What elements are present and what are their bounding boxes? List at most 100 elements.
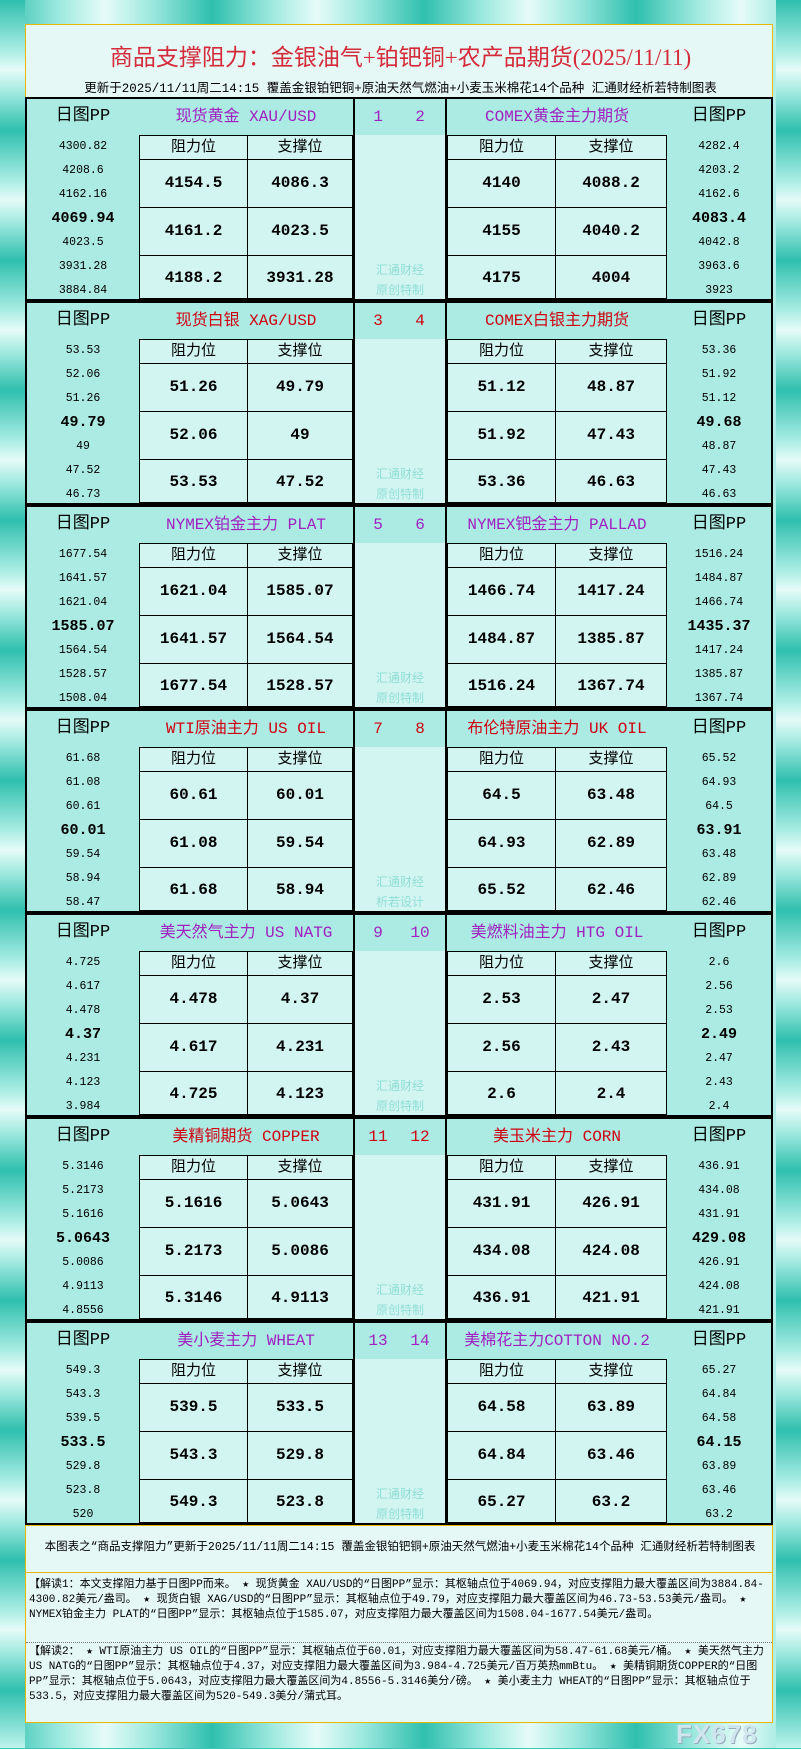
support-value: 62.46 (555, 867, 667, 911)
pp-label: 日图PP (55, 515, 111, 534)
support-value: 4.37 (247, 975, 353, 1024)
pp-level-value: 529.8 (65, 1460, 101, 1473)
pivot-point-value: 1585.07 (51, 618, 115, 635)
watermark-line-1: 汇通财经 (375, 1080, 424, 1094)
pp-level-value: 47.52 (65, 464, 101, 477)
pp-level-value: 51.12 (701, 392, 737, 405)
pivot-point-value: 4069.94 (51, 210, 115, 227)
resistance-value: 4.617 (139, 1023, 248, 1072)
pp-level-value: 62.89 (701, 872, 737, 885)
support-value: 49.79 (247, 363, 353, 412)
pp-label: 日图PP (55, 1331, 111, 1350)
support-value: 424.08 (555, 1227, 667, 1276)
pp-level-value: 1528.57 (58, 668, 108, 681)
support-value: 49 (247, 411, 353, 460)
pp-level-value: 64.93 (701, 776, 737, 789)
pivot-point-value: 2.49 (700, 1026, 737, 1043)
support-value: 58.94 (247, 867, 353, 911)
section-number-left: 3 (373, 312, 383, 330)
resistance-header: 阻力位 (447, 135, 556, 160)
instrument-name-right: COMEX白银主力期货 (484, 312, 629, 330)
center-column (353, 135, 447, 299)
section-numbers (353, 915, 447, 951)
section-number-right: 10 (410, 924, 430, 942)
resistance-value: 5.2173 (139, 1227, 248, 1276)
watermark-line-2: 原创特制 (375, 1304, 424, 1318)
pp-level-value: 49 (76, 440, 90, 453)
pp-level-value: 426.91 (698, 1256, 740, 1269)
section-number-left: 7 (373, 720, 383, 738)
section-number-left: 1 (373, 108, 383, 126)
pp-level-value: 46.73 (65, 488, 101, 501)
resistance-header: 阻力位 (139, 543, 248, 568)
watermark-line-2: 原创特制 (375, 1100, 424, 1114)
support-header: 支撑位 (555, 543, 667, 568)
resistance-value: 2.6 (447, 1071, 556, 1115)
watermark-line-1: 汇通财经 (375, 1488, 424, 1502)
support-value: 62.89 (555, 819, 667, 868)
resistance-header: 阻力位 (139, 1155, 248, 1180)
resistance-value: 549.3 (139, 1479, 248, 1523)
resistance-value: 61.08 (139, 819, 248, 868)
pp-label: 日图PP (691, 515, 747, 534)
pp-level-value: 64.5 (705, 800, 733, 813)
resistance-value: 65.52 (447, 867, 556, 911)
support-header: 支撑位 (555, 339, 667, 364)
support-value: 4023.5 (247, 207, 353, 256)
center-column (353, 339, 447, 503)
pp-level-value: 51.26 (65, 392, 101, 405)
pp-level-value: 4162.6 (698, 188, 740, 201)
resistance-header: 阻力位 (447, 951, 556, 976)
resistance-value: 4161.2 (139, 207, 248, 256)
pp-level-value: 1516.24 (694, 548, 744, 561)
support-value: 421.91 (555, 1275, 667, 1319)
pp-label: 日图PP (55, 1127, 111, 1146)
pp-level-value: 48.87 (701, 440, 737, 453)
support-value: 1528.57 (247, 663, 353, 707)
support-value: 2.4 (555, 1071, 667, 1115)
pp-label: 日图PP (691, 1127, 747, 1146)
support-value: 1417.24 (555, 567, 667, 616)
resistance-value: 64.58 (447, 1383, 556, 1432)
pp-level-value: 53.36 (701, 344, 737, 357)
resistance-value: 51.26 (139, 363, 248, 412)
instrument-name-right: 美玉米主力 CORN (492, 1128, 621, 1146)
pp-level-value: 424.08 (698, 1280, 740, 1293)
resistance-header: 阻力位 (139, 135, 248, 160)
section-number-left: 13 (368, 1332, 388, 1350)
pp-level-value: 4023.5 (62, 236, 104, 249)
pp-level-value: 1621.04 (58, 596, 108, 609)
section-numbers (353, 1323, 447, 1359)
support-header: 支撑位 (555, 747, 667, 772)
pp-level-value: 4042.8 (698, 236, 740, 249)
center-column (353, 747, 447, 911)
section-numbers (353, 303, 447, 339)
resistance-value: 539.5 (139, 1383, 248, 1432)
section-number-left: 5 (373, 516, 383, 534)
section-number-right: 6 (415, 516, 425, 534)
resistance-header: 阻力位 (139, 339, 248, 364)
pp-level-value: 61.68 (65, 752, 101, 765)
support-value: 4.231 (247, 1023, 353, 1072)
resistance-header: 阻力位 (447, 543, 556, 568)
support-value: 1367.74 (555, 663, 667, 707)
pp-label: 日图PP (691, 923, 747, 942)
page-title: 商品支撑阻力：金银油气+铂钯铜+农产品期货(2025/11/11) (109, 45, 692, 70)
pp-level-value: 52.06 (65, 368, 101, 381)
commodity-section: 日图PP 美小麦主力 WHEAT 13 14 美棉花主力COTTON NO.2 日图PP 汇… (25, 1321, 773, 1525)
pp-level-value: 436.91 (698, 1160, 740, 1173)
note-2: 【解读2： ★ WTI原油主力 US OIL的“日图PP”显示：其枢轴点位于60… (29, 1646, 764, 1703)
pp-level-value: 543.3 (65, 1388, 101, 1401)
resistance-value: 1641.57 (139, 615, 248, 664)
pp-level-value: 64.58 (701, 1412, 737, 1425)
pivot-point-value: 63.91 (696, 822, 742, 839)
watermark-line-2: 析若设计 (375, 896, 424, 910)
resistance-value: 5.3146 (139, 1275, 248, 1319)
center-column (353, 1155, 447, 1319)
resistance-value: 60.61 (139, 771, 248, 820)
resistance-value: 4188.2 (139, 255, 248, 299)
pp-level-value: 4.123 (65, 1076, 101, 1089)
resistance-value: 2.56 (447, 1023, 556, 1072)
support-value: 1385.87 (555, 615, 667, 664)
section-number-left: 11 (368, 1128, 388, 1146)
